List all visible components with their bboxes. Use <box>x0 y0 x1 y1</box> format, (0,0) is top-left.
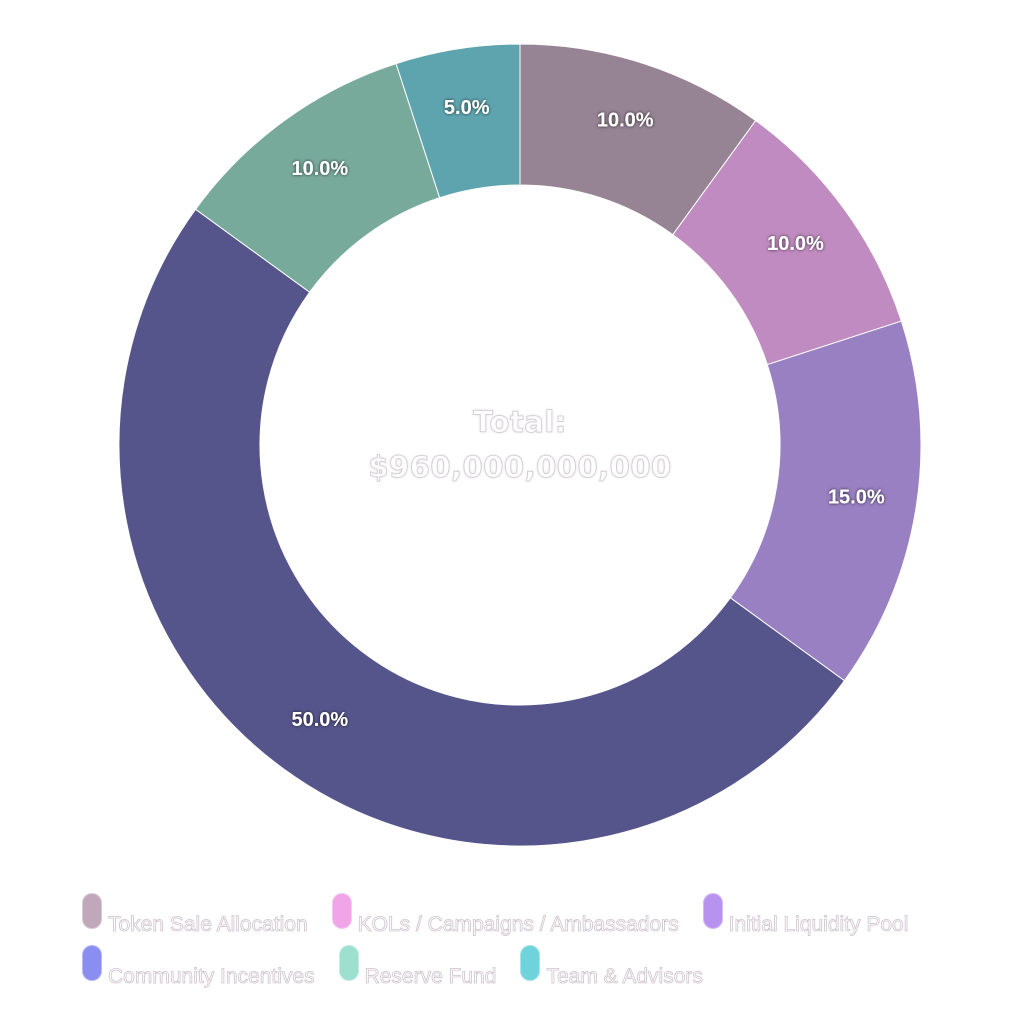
total-value: $960,000,000,000 <box>368 450 672 485</box>
legend-label-liquidity-pool: Initial Liquidity Pool <box>728 913 909 937</box>
donut-chart: 10.0% 10.0% 15.0% 50.0% 10.0% 5.0% Total: $96… <box>118 43 922 847</box>
legend-item-kols[interactable]: KOLs / Campaigns / Ambassadors <box>331 893 679 937</box>
legend-swatch-liquidity-pool <box>702 893 723 929</box>
slice-label-community-incentives: 50.0% <box>291 709 348 731</box>
legend-item-token-sale[interactable]: Token Sale Allocation <box>82 893 308 937</box>
legend-label-kols: KOLs / Campaigns / Ambassadors <box>357 913 679 937</box>
legend-item-liquidity-pool[interactable]: Initial Liquidity Pool <box>702 893 909 937</box>
legend-swatch-community-incentives <box>82 945 102 981</box>
slice-label-token-sale: 10.0% <box>597 109 654 131</box>
total-title: Total: <box>473 405 567 440</box>
legend-row: Community Incentives Reserve Fund Team &… <box>82 945 982 997</box>
legend-label-token-sale: Token Sale Allocation <box>108 913 308 937</box>
legend-swatch-reserve-fund <box>338 945 359 981</box>
legend-item-community-incentives[interactable]: Community Incentives <box>82 945 315 989</box>
legend-item-team-advisors[interactable]: Team & Advisors <box>520 945 703 989</box>
slice-label-kols: 10.0% <box>767 233 824 255</box>
legend: Token Sale Allocation KOLs / Campaigns /… <box>82 893 982 997</box>
legend-label-community-incentives: Community Incentives <box>108 965 315 989</box>
slice-community-incentives[interactable] <box>118 208 846 847</box>
legend-item-reserve-fund[interactable]: Reserve Fund <box>338 945 497 989</box>
legend-swatch-team-advisors <box>520 945 541 981</box>
legend-row: Token Sale Allocation KOLs / Campaigns /… <box>82 893 982 945</box>
slice-label-team-advisors: 5.0% <box>444 97 490 119</box>
legend-label-team-advisors: Team & Advisors <box>546 965 703 989</box>
donut-chart-svg: 10.0% 10.0% 15.0% 50.0% 10.0% 5.0% <box>118 43 922 847</box>
slice-label-reserve-fund: 10.0% <box>291 158 348 180</box>
legend-swatch-token-sale <box>82 893 102 929</box>
legend-swatch-kols <box>331 893 352 929</box>
slice-label-liquidity-pool: 15.0% <box>828 487 885 509</box>
legend-label-reserve-fund: Reserve Fund <box>364 965 497 989</box>
slice-team-advisors[interactable] <box>395 43 521 199</box>
